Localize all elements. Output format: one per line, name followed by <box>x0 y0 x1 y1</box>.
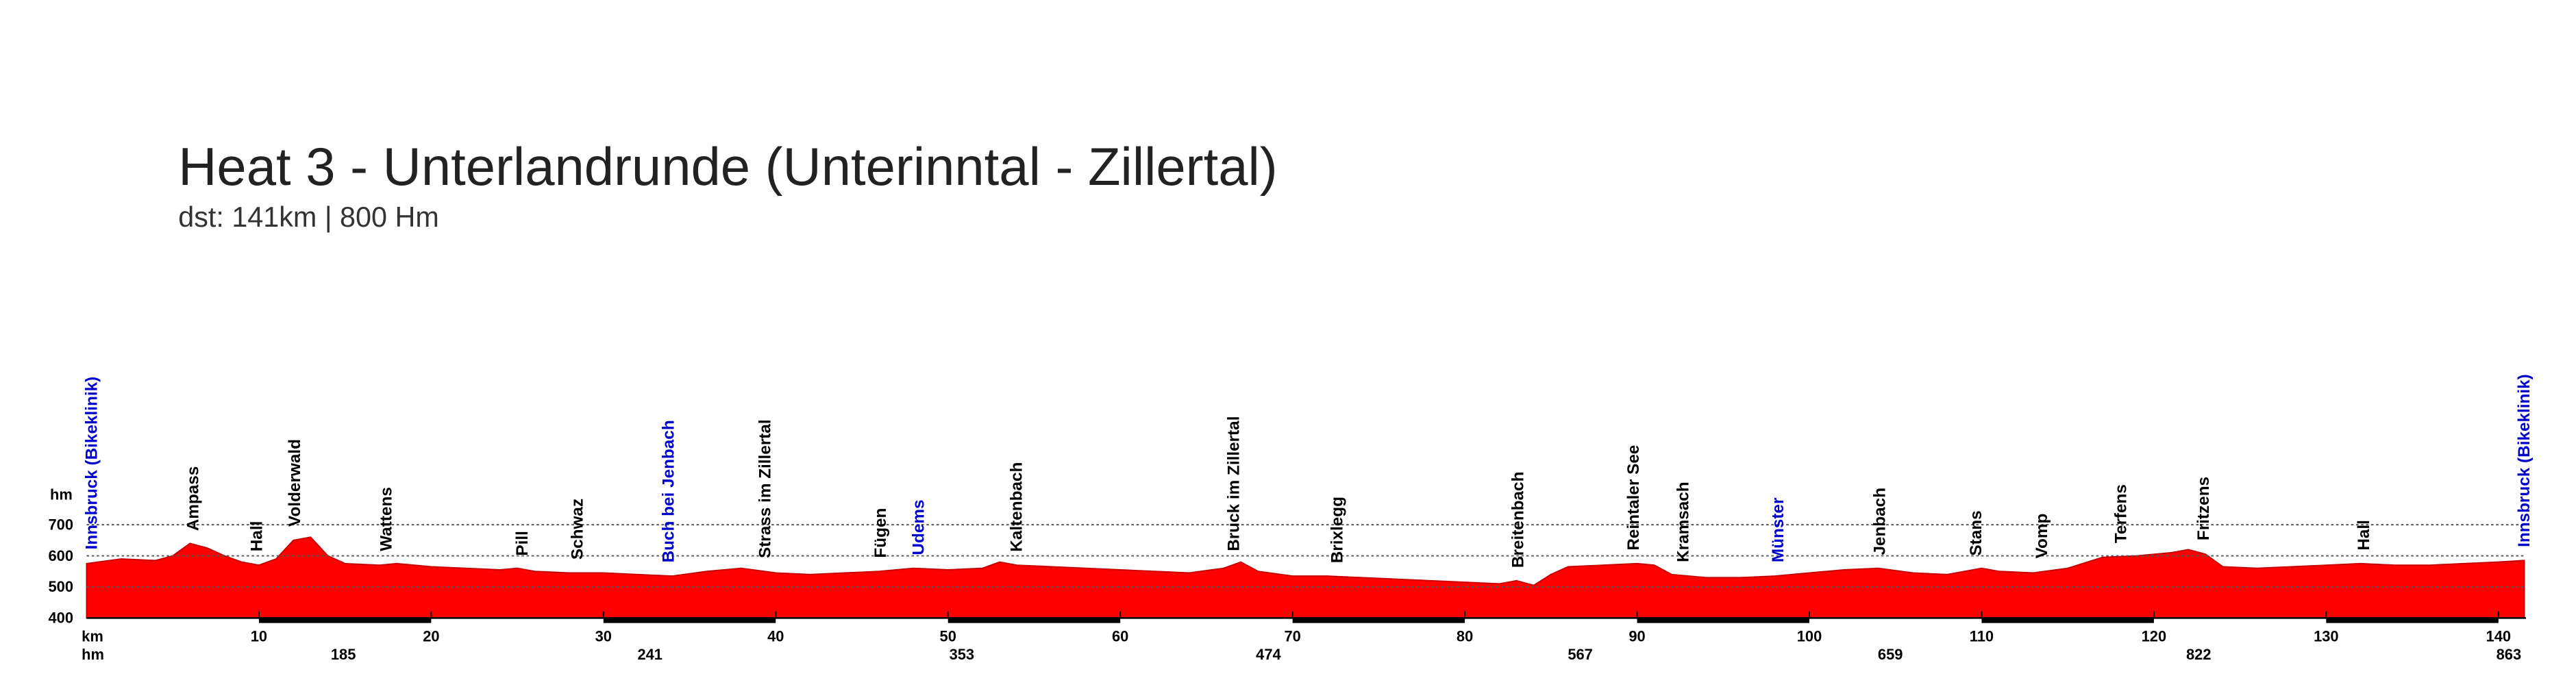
climb-label: 241 <box>637 646 662 663</box>
climb-axis-label: hm <box>82 646 104 663</box>
place-label: Pill <box>513 531 532 555</box>
km-bar <box>1637 618 1809 623</box>
x-tick-label: 40 <box>767 627 784 644</box>
place-label: Kramsach <box>1674 481 1693 562</box>
climb-label: 863 <box>2497 646 2522 663</box>
chart-title: Heat 3 - Unterlandrunde (Unterinntal - Z… <box>178 138 1277 197</box>
place-label: Hall <box>2355 520 2373 551</box>
place-label: Hall <box>248 521 267 552</box>
km-bar <box>1292 618 1465 623</box>
climb-label: 353 <box>950 646 975 663</box>
climb-label: 659 <box>1878 646 1903 663</box>
y-tick-label: 400 <box>49 610 74 627</box>
y-tick-label: 700 <box>49 516 74 533</box>
x-axis-label: km <box>82 627 103 644</box>
x-tick-label: 20 <box>423 627 439 644</box>
x-tick-label: 140 <box>2486 627 2512 644</box>
km-bar <box>1981 618 2154 623</box>
place-label: Terfens <box>2111 484 2130 543</box>
climb-label: 185 <box>331 646 356 663</box>
km-bar <box>948 618 1121 623</box>
place-label: Vomp <box>2033 514 2051 559</box>
km-bar <box>2326 618 2499 623</box>
place-label: Udems <box>909 500 928 555</box>
place-label: Stans <box>1967 510 1985 555</box>
place-label: Innsbruck (Bikeklinik) <box>2515 374 2534 547</box>
place-label: Reintaler See <box>1624 445 1643 551</box>
climb-label: 567 <box>1568 646 1593 663</box>
place-label: Wattens <box>377 487 395 551</box>
place-label: Brixlegg <box>1328 497 1346 563</box>
chart-subtitle: dst: 141km | 800 Hm <box>178 201 439 233</box>
climb-label: 822 <box>2186 646 2212 663</box>
place-label: Schwaz <box>568 499 586 560</box>
place-label: Ampass <box>184 466 203 531</box>
x-tick-label: 90 <box>1628 627 1645 644</box>
x-tick-label: 130 <box>2314 627 2339 644</box>
place-label: Bruck im Zillertal <box>1224 416 1243 551</box>
place-label: Münster <box>1769 497 1787 562</box>
x-tick-label: 30 <box>595 627 612 644</box>
place-label: Volderwald <box>286 439 304 527</box>
km-bar <box>258 618 432 623</box>
place-label: Fritzens <box>2194 477 2213 540</box>
x-tick-label: 70 <box>1284 627 1300 644</box>
x-tick-label: 50 <box>940 627 956 644</box>
x-tick-label: 10 <box>251 627 267 644</box>
x-tick-label: 60 <box>1112 627 1128 644</box>
x-tick-label: 80 <box>1457 627 1473 644</box>
y-tick-label: 600 <box>49 547 74 564</box>
x-tick-label: 120 <box>2142 627 2167 644</box>
climb-label: 474 <box>1256 646 1281 663</box>
y-tick-label: 500 <box>49 578 74 595</box>
place-label: Jenbach <box>1870 488 1889 555</box>
place-label: Fügen <box>871 508 890 558</box>
place-label: Kaltenbach <box>1008 462 1026 552</box>
place-label: Breitenbach <box>1509 472 1527 568</box>
y-axis-label: hm <box>50 486 73 503</box>
km-bar <box>603 618 776 623</box>
x-tick-label: 110 <box>1970 627 1994 644</box>
place-label: Innsbruck (Bikeklinik) <box>82 377 101 550</box>
place-label: Buch bei Jenbach <box>660 420 678 562</box>
elevation-profile <box>86 536 2525 619</box>
x-tick-label: 100 <box>1797 627 1822 644</box>
place-label: Strass im Zillertal <box>756 419 774 558</box>
